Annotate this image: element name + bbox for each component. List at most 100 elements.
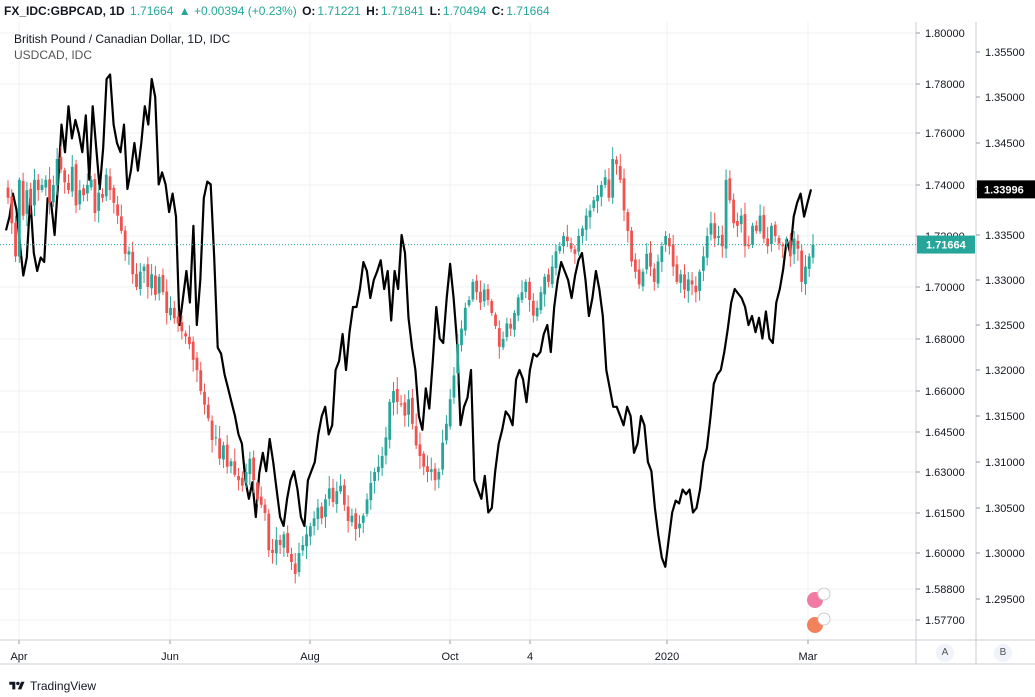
candle-body [237,475,240,481]
candle-body [426,466,429,472]
candle-body [603,177,607,185]
candle-body [244,472,248,484]
candle-body [667,238,671,247]
candle-body [418,444,422,456]
candle-body [214,437,218,439]
candle-body [157,276,161,294]
x-tick-label: Apr [10,651,27,663]
candle-body [29,188,33,206]
candle-body [788,240,792,257]
price-chart[interactable]: Apr Jun Aug Oct 4 2020 Mar 1.80000 1.78000 1.760… [0,0,1035,676]
left-tick-label: 1.78000 [925,79,965,91]
candle-body [724,179,728,249]
event-marker-badge [817,612,831,626]
candle-body [792,238,796,255]
candle-body [172,307,176,319]
low-value: 1.70494 [442,4,487,18]
candle-body [233,461,237,475]
right-tick-label: 1.30000 [985,548,1025,560]
close-label: C: [491,4,505,18]
candle-body [312,518,316,527]
candle-body [664,236,668,245]
candle-body [497,328,501,347]
candle-body [127,251,131,255]
right-tick-label: 1.33500 [985,230,1025,242]
candle-body [528,281,531,300]
candle-body [471,281,475,300]
candle-body [656,261,660,284]
right-tick-label: 1.32000 [985,365,1025,377]
last-price: 1.71664 [130,4,174,18]
candle-body [365,499,369,514]
candle-body [150,274,154,289]
candle-body [376,466,380,473]
candle-body [637,269,641,285]
log-scale-button[interactable]: B [994,644,1012,662]
candle-body [78,190,82,205]
candle-body [320,506,324,519]
candle-body [361,515,365,523]
brand-name: TradingView [30,679,97,693]
candle-body [108,176,112,191]
candle-body [278,539,282,545]
candle-body [373,472,376,482]
legend-compare[interactable]: USDCAD, IDC [14,48,93,62]
candle-body [308,526,312,537]
candle-body [618,166,622,180]
left-tick-label: 1.63000 [925,467,965,479]
right-tick-label: 1.34500 [985,138,1025,150]
usdcad-line [4,73,813,568]
candle-body [694,285,698,293]
candle-body [70,166,74,192]
right-tick-label: 1.29500 [985,594,1025,606]
candle-body [705,236,709,258]
candle-body [683,274,686,290]
candle-body [161,274,165,293]
candle-body [501,339,505,348]
tradingview-logo[interactable]: TradingView [8,676,96,697]
x-tick-label: 4 [527,651,533,663]
candle-body [649,252,652,267]
candle-body [51,185,55,203]
candle-body [40,185,44,190]
gbpcad-candles [6,146,815,584]
candle-body [437,472,441,480]
candle-body [180,322,184,332]
symbol-name[interactable]: FX_IDC:GBPCAD, 1D [4,4,125,18]
candle-body [720,234,724,247]
candle-body [25,190,29,214]
candle-body [410,397,414,424]
left-tick-label: 1.57700 [925,615,965,627]
candle-body [505,323,509,337]
candle-body [690,280,694,285]
candle-body [324,499,327,517]
candle-body [747,245,751,247]
candle-body [267,513,271,551]
candle-body [274,539,278,554]
candle-body [135,273,138,287]
left-tick-label: 1.74000 [925,180,965,192]
left-tick-label: 1.68000 [925,334,965,346]
candle-body [520,292,524,300]
candle-body [218,438,222,459]
left-tick-label: 1.60000 [925,548,965,560]
candle-body [188,336,191,345]
candle-body [811,244,815,258]
legend-title: British Pound / Canadian Dollar, 1D, IDC [14,32,231,46]
candle-body [271,549,274,553]
candle-body [701,256,705,271]
candle-body [316,507,320,519]
usdcad-compare-line [4,73,813,568]
event-marker-badge [817,587,831,601]
right-tick-label: 1.32500 [985,320,1025,332]
candle-body [33,179,36,206]
candle-body [758,215,762,232]
candle-body [475,280,479,293]
auto-scale-button[interactable]: A [936,644,954,662]
candle-body [36,179,40,191]
candle-body [630,230,633,262]
candle-body [577,236,581,252]
x-tick-label: Jun [161,651,179,663]
open-value: 1.71221 [317,4,361,18]
candle-body [104,174,108,197]
